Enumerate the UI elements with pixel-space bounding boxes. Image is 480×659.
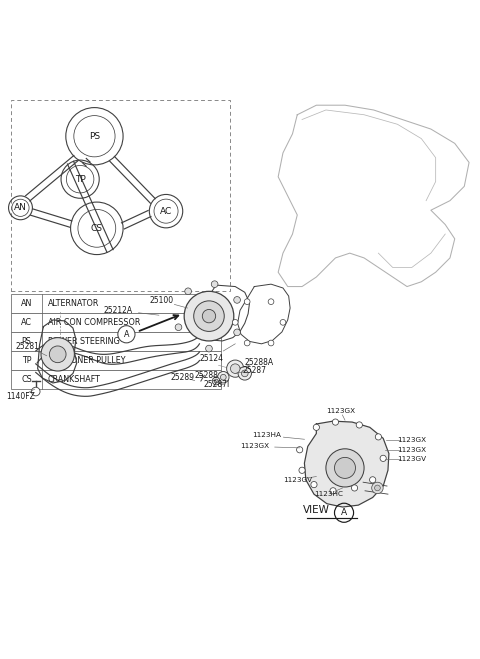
Text: 25288: 25288 [195,371,218,380]
Text: TENSIONER PULLEY: TENSIONER PULLEY [48,356,125,365]
Text: VIEW: VIEW [303,505,330,515]
Circle shape [297,447,303,453]
Text: 25212A: 25212A [104,306,133,315]
Bar [11,313,221,332]
Text: CS: CS [21,375,32,384]
Text: 1123HC: 1123HC [314,491,343,497]
Circle shape [241,370,248,377]
Circle shape [227,360,244,377]
Circle shape [214,379,218,383]
Bar [11,370,221,389]
Circle shape [184,291,234,341]
Text: 1123GX: 1123GX [240,444,269,449]
Bar [11,294,221,313]
Text: 1123GX: 1123GX [397,447,426,453]
Circle shape [205,345,212,352]
Text: 1123GV: 1123GV [397,456,426,463]
Circle shape [356,422,362,428]
Text: POWER STEERING: POWER STEERING [48,337,120,346]
Text: 1123GX: 1123GX [397,437,426,444]
Circle shape [175,324,182,331]
Text: 1123HA: 1123HA [252,432,281,438]
Text: CS: CS [91,224,103,233]
Text: TP: TP [75,175,85,184]
Text: 25124: 25124 [199,354,223,362]
Text: 25287: 25287 [242,366,266,374]
Circle shape [330,488,336,494]
Circle shape [185,288,192,295]
Circle shape [244,299,250,304]
Circle shape [380,455,386,461]
Text: 1123GV: 1123GV [283,477,312,483]
Polygon shape [304,421,389,507]
Circle shape [32,387,40,396]
Circle shape [230,364,240,374]
Circle shape [311,482,317,488]
Circle shape [370,476,376,483]
Circle shape [268,299,274,304]
Circle shape [232,320,238,325]
Text: AIR CON COMPRESSOR: AIR CON COMPRESSOR [48,318,140,327]
Text: ALTERNATOR: ALTERNATOR [48,299,99,308]
Text: A: A [341,508,347,517]
Text: A: A [124,330,129,339]
Text: 25288A: 25288A [244,358,274,368]
Circle shape [244,340,250,346]
Circle shape [374,485,380,491]
Text: AN: AN [14,204,27,212]
Bar [11,351,221,370]
Circle shape [351,485,358,491]
Circle shape [194,301,224,331]
Circle shape [313,424,320,430]
Circle shape [268,340,274,346]
Text: CRANKSHAFT: CRANKSHAFT [48,375,100,384]
Text: PS: PS [89,132,100,141]
Circle shape [326,449,364,487]
Circle shape [118,326,135,343]
Text: 1123GX: 1123GX [325,408,355,414]
Circle shape [234,297,240,303]
Text: AN: AN [21,299,32,308]
Circle shape [335,457,356,478]
Text: 25281: 25281 [16,342,39,351]
Circle shape [41,337,74,371]
Text: AC: AC [21,318,32,327]
Circle shape [202,310,216,323]
Circle shape [220,374,226,380]
Text: TP: TP [22,356,31,365]
Text: 25289: 25289 [171,373,195,382]
Circle shape [212,377,220,385]
Circle shape [280,320,286,325]
Circle shape [217,372,229,383]
Circle shape [299,467,305,473]
Circle shape [238,366,252,380]
Bar [11,332,221,351]
Text: 25287I: 25287I [203,380,229,389]
Bar [11,100,230,291]
Text: AC: AC [160,207,172,215]
Circle shape [211,281,218,287]
Circle shape [234,329,240,335]
Circle shape [375,434,382,440]
Text: 1140FZ: 1140FZ [6,392,35,401]
Circle shape [332,419,338,425]
Circle shape [372,482,383,494]
Circle shape [49,346,66,362]
Text: PS: PS [22,337,31,346]
Text: 25100: 25100 [149,297,173,305]
